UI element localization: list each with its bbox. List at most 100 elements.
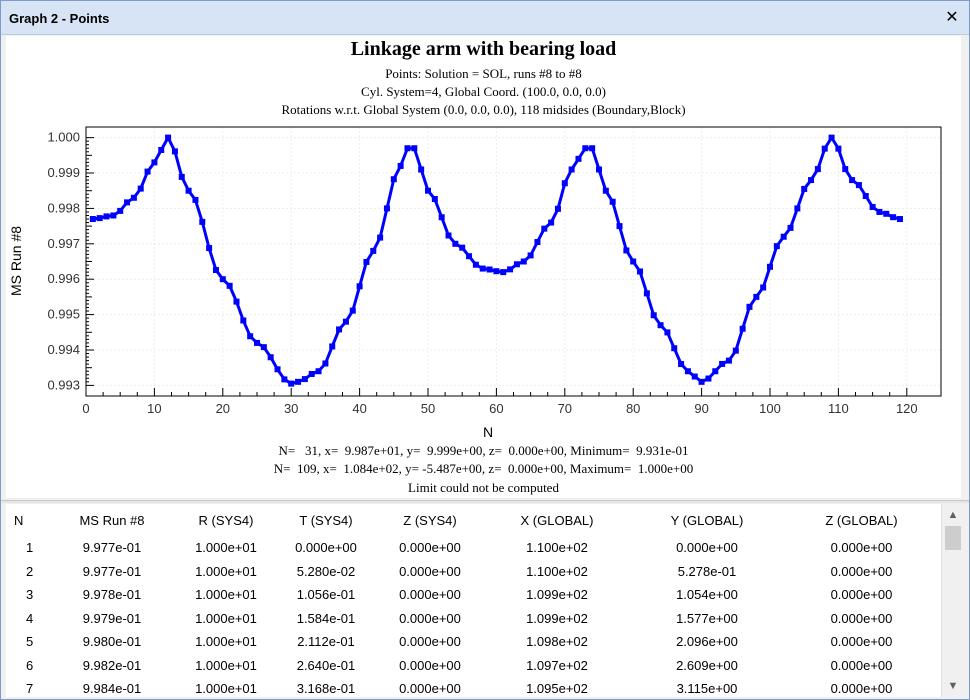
column-header[interactable]: Z (GLOBAL) <box>825 512 898 528</box>
table-scrollbar[interactable]: ▲ ▼ <box>941 504 963 697</box>
data-point-marker <box>767 263 773 270</box>
table-row[interactable]: 1 9.977e-01 1.000e+01 0.000e+00 0.000e+00 1.1… <box>6 536 941 560</box>
y-tick-label: 0.999 <box>47 165 80 180</box>
data-point-marker <box>288 380 295 387</box>
data-point-marker <box>869 203 876 210</box>
data-point-marker <box>773 243 780 250</box>
table-cell: 1.000e+01 <box>195 681 257 697</box>
x-tick-label: 80 <box>626 401 640 416</box>
data-point-marker <box>260 344 267 351</box>
data-point-marker <box>308 370 315 377</box>
column-header[interactable]: N <box>14 512 24 528</box>
table-cell: 0.000e+00 <box>295 540 357 556</box>
table-cell: 9.982e-01 <box>82 657 142 673</box>
x-tick-label: 100 <box>759 401 781 416</box>
data-point-marker <box>828 134 835 141</box>
column-header[interactable]: R (SYS4) <box>198 512 254 528</box>
data-point-marker <box>192 196 199 203</box>
close-icon[interactable]: ✕ <box>945 7 959 26</box>
data-point-marker <box>390 176 397 183</box>
table-cell: 1.000e+01 <box>195 540 257 556</box>
data-point-marker <box>678 361 685 368</box>
data-point-marker <box>363 258 370 265</box>
data-point-marker <box>705 375 712 382</box>
data-point-marker <box>459 244 466 251</box>
table-cell: 3 <box>26 587 34 603</box>
data-point-marker <box>158 147 165 154</box>
data-point-marker <box>295 378 302 385</box>
x-tick-label: 110 <box>828 401 849 416</box>
scroll-down-icon[interactable]: ▼ <box>947 680 959 692</box>
column-header[interactable]: Z (SYS4) <box>403 512 457 528</box>
table-row[interactable]: 6 9.982e-01 1.000e+01 2.640e-01 0.000e+00 1.0… <box>6 654 941 678</box>
table-row[interactable]: 7 9.984e-01 1.000e+01 3.168e-01 0.000e+00 1.0… <box>6 677 941 697</box>
data-point-marker <box>466 253 473 260</box>
table-cell: 6 <box>26 657 34 673</box>
data-point-marker <box>575 155 582 162</box>
data-point-marker <box>684 368 691 375</box>
data-point-marker <box>151 159 158 166</box>
data-point-marker <box>671 345 678 352</box>
scroll-up-icon[interactable]: ▲ <box>947 509 959 521</box>
table-cell: 2.640e-01 <box>296 657 356 673</box>
data-point-marker <box>725 357 732 364</box>
x-tick-label: 30 <box>284 401 298 416</box>
y-tick-label: 0.998 <box>47 200 80 215</box>
data-point-marker <box>855 182 862 189</box>
table-cell: 1.000e+01 <box>195 610 257 626</box>
data-point-marker <box>171 148 178 155</box>
data-point-marker <box>445 232 452 239</box>
results-table-pane: N MS Run #8 R (SYS4) T (SYS4) Z (SYS4) X (GLO… <box>6 504 941 697</box>
data-point-marker <box>500 269 507 276</box>
window-title: Graph 2 - Points <box>9 11 110 26</box>
pane-splitter[interactable] <box>1 500 969 503</box>
table-row[interactable]: 5 9.980e-01 1.000e+01 2.112e-01 0.000e+00 1.0… <box>6 630 941 654</box>
data-point-marker <box>110 212 117 219</box>
column-header[interactable]: T (SYS4) <box>299 512 353 528</box>
table-row[interactable]: 4 9.979e-01 1.000e+01 1.584e-01 0.000e+00 1.0… <box>6 607 941 631</box>
data-point-marker <box>472 261 479 268</box>
table-cell: 1 <box>26 540 34 556</box>
table-cell: 1.000e+01 <box>195 563 257 579</box>
data-point-marker <box>178 173 185 180</box>
data-point-marker <box>896 216 903 223</box>
data-point-marker <box>589 145 596 152</box>
table-row[interactable]: 3 9.978e-01 1.000e+01 1.056e-01 0.000e+00 1.0… <box>6 583 941 607</box>
data-point-marker <box>862 193 869 200</box>
column-header[interactable]: X (GLOBAL) <box>520 512 594 528</box>
graph-pane: Linkage arm with bearing load Points: So… <box>6 36 961 498</box>
data-point-marker <box>876 208 883 215</box>
scroll-thumb[interactable] <box>945 526 961 550</box>
data-point-marker <box>616 223 623 230</box>
title-bar[interactable]: Graph 2 - Points ✕ <box>1 1 969 35</box>
data-point-marker <box>527 252 534 259</box>
column-header[interactable]: MS Run #8 <box>79 512 145 528</box>
table-cell: 1.097e+02 <box>526 657 588 673</box>
x-tick-label: 70 <box>558 401 572 416</box>
data-point-marker <box>596 166 602 173</box>
table-cell: 0.000e+00 <box>399 657 461 673</box>
data-point-marker <box>760 284 767 291</box>
data-point-marker <box>117 207 124 214</box>
data-point-marker <box>513 261 520 268</box>
data-point-marker <box>137 185 144 192</box>
y-tick-label: 0.996 <box>47 271 80 286</box>
table-row[interactable]: 2 9.977e-01 1.000e+01 5.280e-02 0.000e+00 1.1… <box>6 560 941 584</box>
data-point-marker <box>582 145 589 152</box>
data-point-marker <box>254 339 260 346</box>
x-tick-label: 60 <box>489 401 503 416</box>
table-cell: 9.977e-01 <box>82 540 142 556</box>
y-tick-label: 1.000 <box>47 130 80 145</box>
data-point-marker <box>520 258 527 265</box>
column-header[interactable]: Y (GLOBAL) <box>670 512 744 528</box>
x-tick-label: 50 <box>421 401 435 416</box>
table-cell: 1.584e-01 <box>296 610 356 626</box>
table-cell: 9.977e-01 <box>82 563 142 579</box>
data-point-marker <box>356 283 363 290</box>
data-point-marker <box>630 258 637 265</box>
data-point-marker <box>623 247 630 254</box>
data-point-marker <box>431 196 438 203</box>
data-point-marker <box>493 268 500 275</box>
table-cell: 0.000e+00 <box>830 563 893 579</box>
